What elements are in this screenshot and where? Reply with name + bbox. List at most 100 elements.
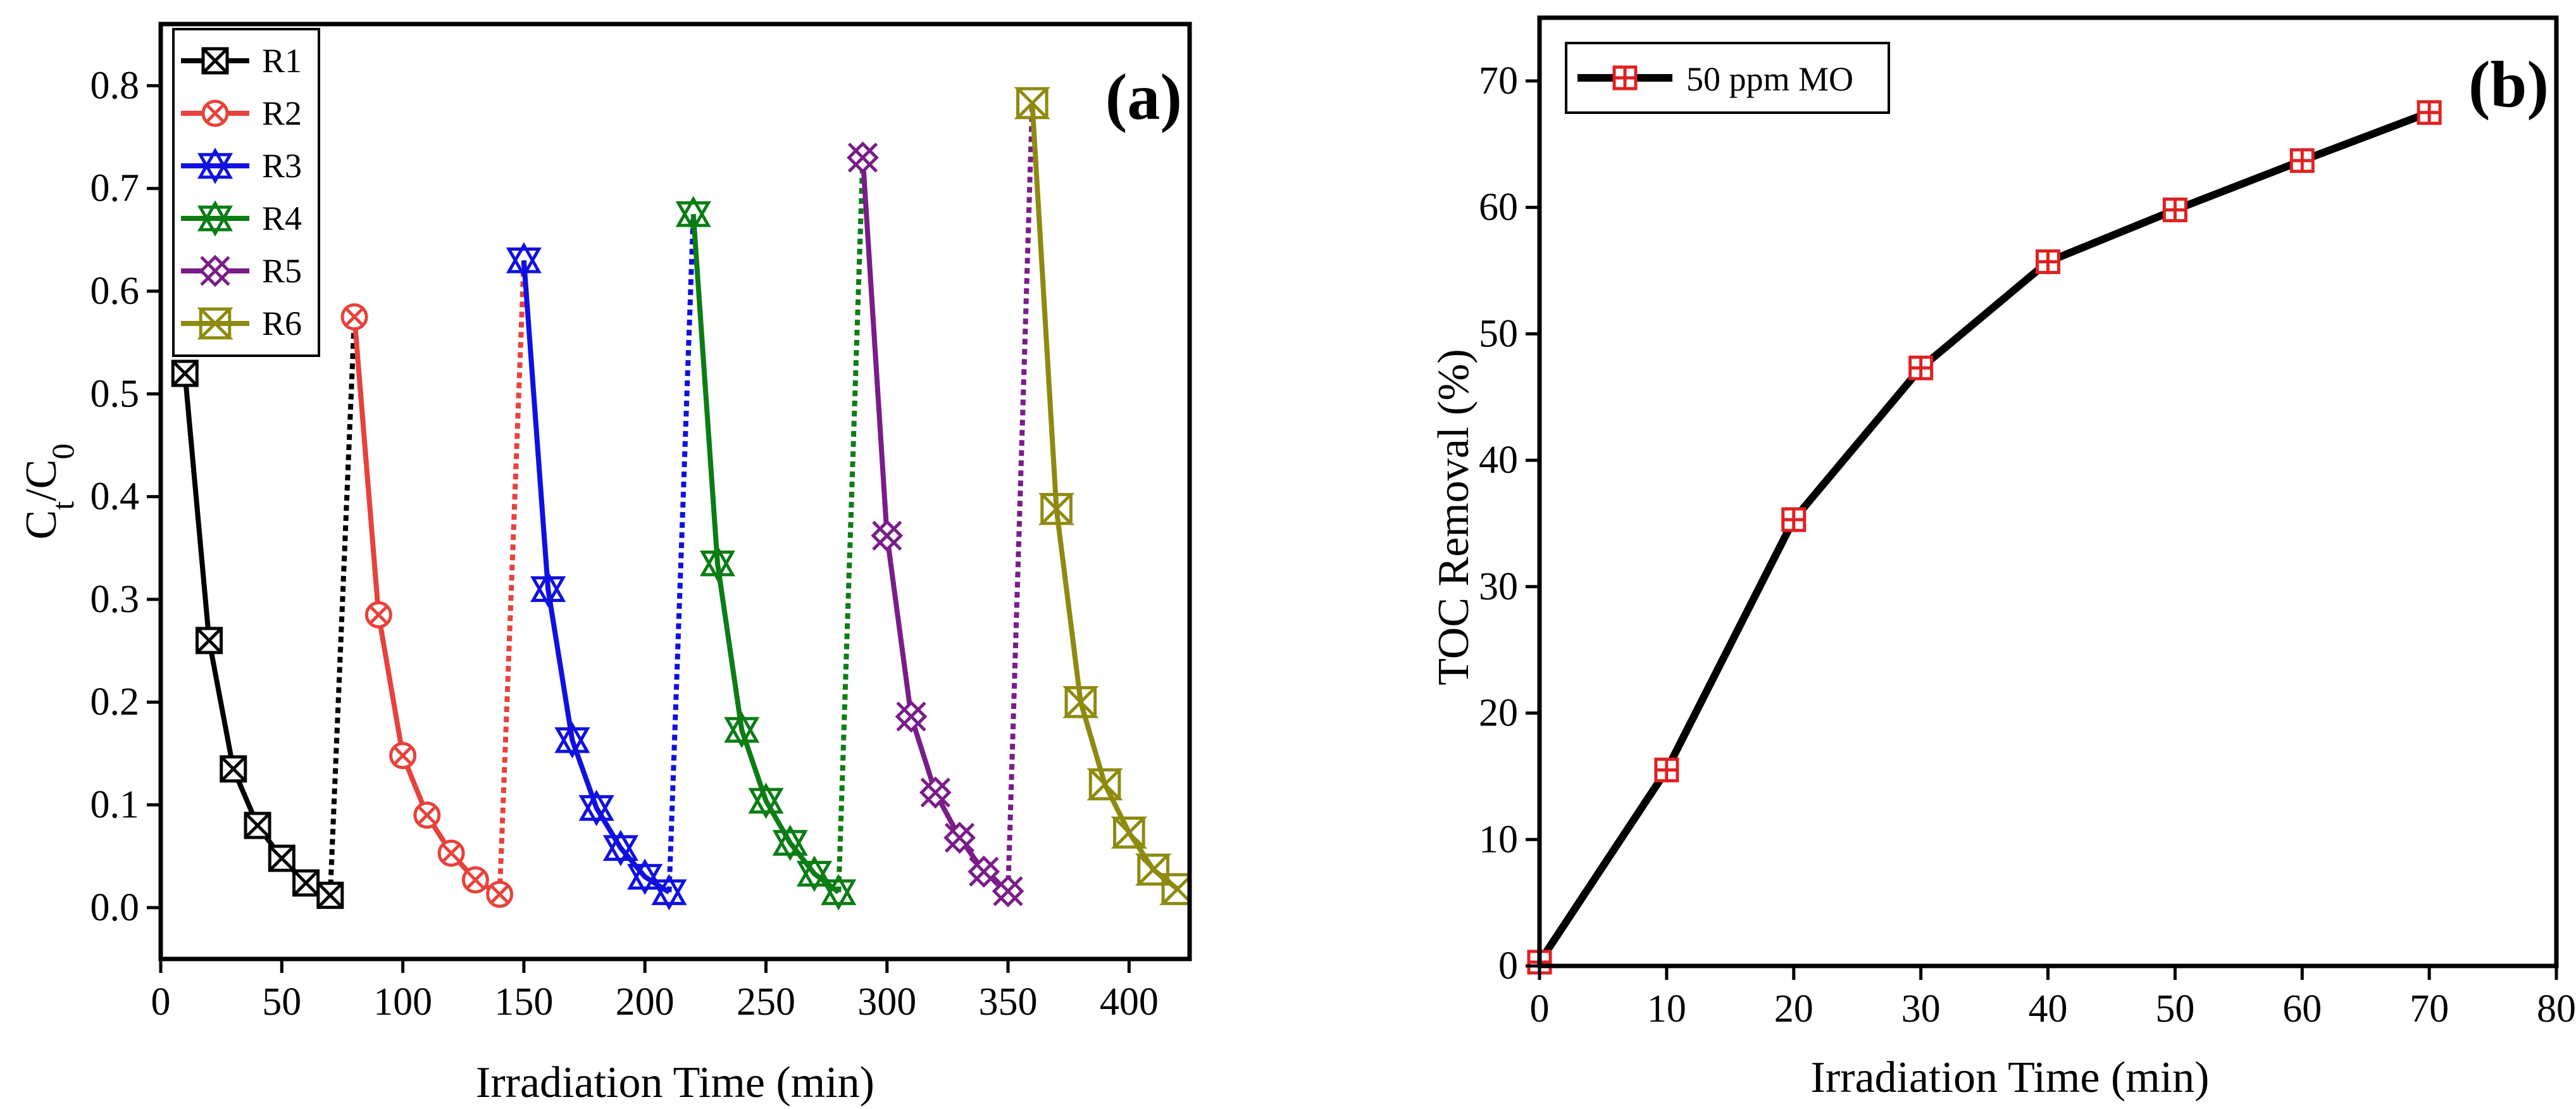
a-ytick-label: 0.0 [90, 886, 140, 929]
b-ytick-label: 20 [1479, 692, 1518, 735]
b-xtick-label: 40 [2029, 987, 2068, 1031]
chart-a-point-r2 [340, 303, 368, 331]
chart-a-point-r4 [821, 874, 857, 911]
a-xtick-label: 0 [151, 981, 171, 1024]
chart-a-point-r1 [268, 844, 296, 872]
chart-a-point-r3 [506, 242, 542, 279]
chart-a-legend-marker-r5 [199, 254, 232, 287]
chart-a-point-r5 [943, 822, 976, 854]
chart-a-legend-label-r4: R4 [262, 199, 302, 237]
a-xtick-label: 200 [616, 981, 675, 1024]
b-xtick-label: 60 [2282, 987, 2322, 1031]
chart-a-panel-label: (a) [1105, 61, 1182, 134]
chart-a-dotted-connector [327, 316, 358, 896]
chart-a-y-title-sub2: 0 [45, 444, 80, 460]
b-xtick-label: 80 [2537, 987, 2576, 1031]
chart-a-point-r3 [627, 858, 663, 895]
chart-a-point-r5 [992, 875, 1024, 908]
chart-a-point-r3 [578, 789, 614, 827]
chart-a-plot-frame [158, 22, 1192, 962]
b-xtick-label: 0 [1530, 987, 1550, 1031]
b-ytick-label: 50 [1479, 312, 1518, 355]
chart-a-point-r1 [196, 627, 223, 655]
chart-a-point-r2 [364, 601, 392, 629]
chart-a-point-r2 [486, 880, 514, 908]
chart-a-legend-label-r5: R5 [262, 252, 302, 290]
chart-a-legend-label-r2: R2 [262, 94, 302, 132]
chart-a-y-title-c: C [17, 510, 66, 540]
chart-a-dotted-connector [1005, 103, 1035, 891]
chart-b-point [2289, 148, 2315, 173]
b-ytick-label: 30 [1479, 565, 1518, 608]
b-xtick-label: 20 [1774, 987, 1814, 1031]
chart-a-legend-label-r3: R3 [262, 147, 302, 185]
chart-a-point-r5 [919, 776, 952, 809]
chart-a-point-r2 [413, 801, 441, 829]
chart-a-point-r6 [1159, 873, 1190, 905]
b-xtick-label: 10 [1647, 987, 1686, 1031]
chart-a-y-title-sub1: t [45, 501, 80, 510]
chart-a-legend-marker-r6 [197, 307, 233, 340]
chart-b-point [2036, 249, 2060, 274]
chart-a-point-r1 [220, 755, 247, 783]
chart-a-series-line-r4 [690, 213, 840, 894]
chart-a-point-r5 [871, 519, 904, 552]
chart-b-point [1781, 507, 1807, 532]
a-ytick-label: 0.3 [90, 578, 140, 621]
chart-a-x-axis-title: Irradiation Time (min) [476, 1058, 874, 1107]
chart-panel-a: 0 50 100 150 200 250 300 350 400 0.0 0.1 0.2 0.3 0.4 0… [17, 22, 1192, 1107]
a-xtick-label: 100 [373, 981, 432, 1024]
chart-a-legend-box [172, 28, 320, 357]
b-ytick-label: 40 [1479, 439, 1518, 482]
chart-a-point-r5 [968, 855, 1000, 888]
chart-a-axis-ticks: 0 50 100 150 200 250 300 350 400 0.0 0.1 0.2 0.3 0.4 0… [90, 64, 1159, 1024]
a-ytick-label: 0.2 [90, 680, 140, 724]
chart-b-legend: 50 ppm MO [1565, 42, 1890, 114]
chart-b-series-layer [1527, 100, 2442, 975]
chart-a-point-r2 [461, 866, 489, 894]
chart-a-point-r4 [772, 824, 808, 862]
b-xtick-label: 70 [2410, 987, 2449, 1031]
a-ytick-label: 0.8 [90, 64, 140, 107]
chart-a-point-r4 [748, 782, 784, 819]
chart-a-series-line-r3 [521, 260, 671, 894]
chart-a-dotted-connector [836, 157, 866, 893]
a-ytick-label: 0.5 [90, 372, 140, 415]
chart-a-series-layer [171, 87, 1190, 911]
chart-b-point [1654, 757, 1679, 782]
chart-b-y-axis-title: TOC Removal (%) [1429, 349, 1478, 685]
a-ytick-label: 0.7 [90, 167, 140, 210]
b-xtick-label: 50 [2155, 987, 2194, 1031]
a-xtick-label: 300 [857, 981, 916, 1024]
chart-a-clip-group [171, 87, 1190, 911]
chart-a-point-r6 [1111, 817, 1148, 849]
chart-a-point-r2 [437, 839, 465, 867]
a-xtick-label: 400 [1100, 981, 1159, 1024]
chart-b-plot-frame [1537, 15, 2559, 968]
chart-a-legend-label-r1: R1 [262, 42, 302, 80]
chart-a-legend-marker-r4 [197, 200, 233, 237]
b-ytick-label: 60 [1479, 186, 1518, 229]
a-xtick-label: 350 [979, 981, 1038, 1024]
a-ytick-label: 0.4 [90, 475, 140, 518]
chart-a-point-r6 [1062, 686, 1099, 718]
a-xtick-label: 250 [737, 981, 795, 1024]
chart-a-point-r1 [316, 881, 344, 909]
b-ytick-label: 10 [1479, 818, 1518, 861]
chart-a-point-r4 [675, 196, 711, 233]
chart-b-point [2417, 100, 2442, 125]
chart-a-point-r4 [796, 855, 833, 893]
chart-a-legend-marker-r3 [197, 147, 233, 184]
chart-b-panel-label: (b) [2468, 48, 2549, 121]
a-ytick-label: 0.6 [90, 270, 140, 313]
b-ytick-label: 70 [1479, 60, 1518, 103]
chart-a-point-r6 [1038, 492, 1075, 525]
chart-a-point-r4 [699, 545, 736, 582]
chart-a-point-r3 [651, 874, 687, 911]
chart-a-dotted-connector [497, 260, 526, 894]
chart-a-point-r6 [1014, 87, 1051, 120]
chart-b-axis-ticks: 0 10 20 30 40 50 60 70 80 0 10 20 30 40 50 60 70 [1479, 60, 2576, 1031]
chart-a-point-r3 [530, 570, 566, 608]
chart-a-legend-label-r6: R6 [262, 304, 302, 342]
